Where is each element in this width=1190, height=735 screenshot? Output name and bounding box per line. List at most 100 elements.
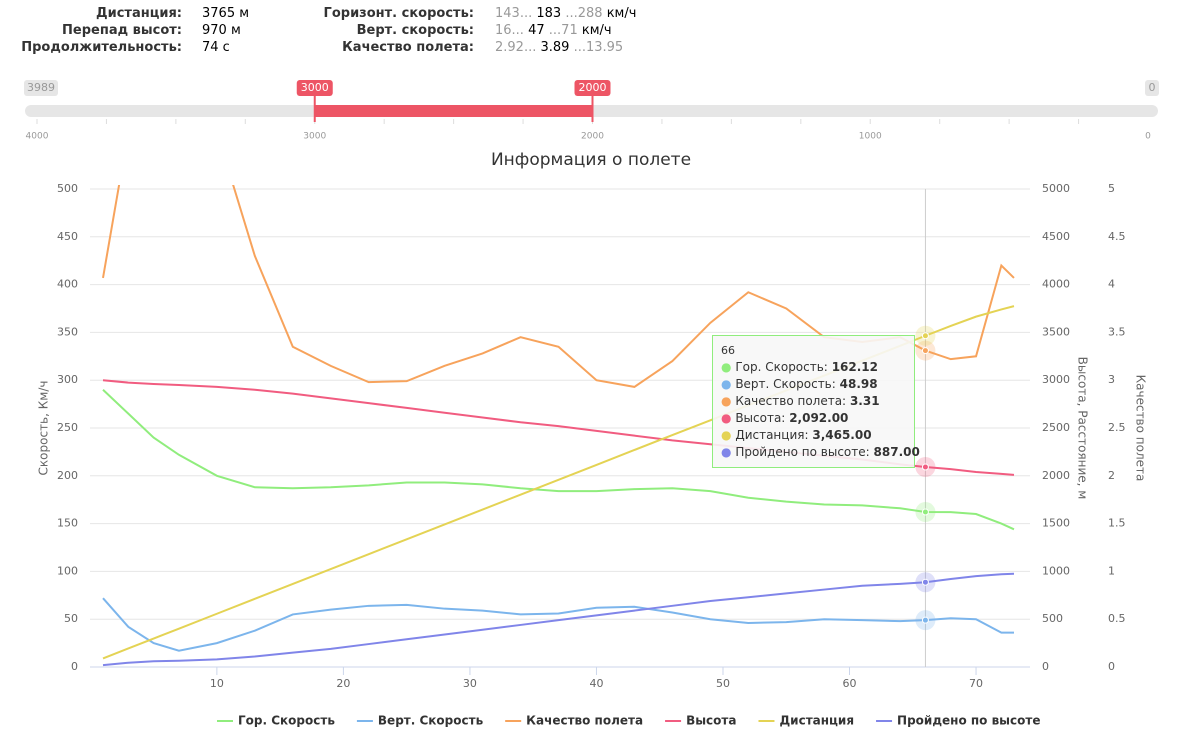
x-tick-label: 10 — [210, 677, 224, 690]
y-tick-label: 450 — [57, 230, 78, 243]
y3-tick-label: 3 — [1108, 373, 1115, 386]
y3-tick-label: 0.5 — [1108, 612, 1126, 625]
y3-tick-label: 2 — [1108, 469, 1115, 482]
legend-label[interactable]: Гор. Скорость — [238, 714, 335, 728]
slider-tick-label: 2000 — [581, 132, 604, 142]
hover-point — [921, 616, 929, 624]
slider-min-label: 3989 — [27, 81, 55, 94]
stat-value: 74 с — [202, 40, 230, 55]
y-tick-label: 200 — [57, 469, 78, 482]
tooltip-dot: ● — [721, 377, 732, 391]
y2-tick-label: 1000 — [1042, 564, 1070, 577]
x-tick-label: 20 — [336, 677, 350, 690]
hover-point — [921, 332, 929, 340]
stat-label: Горизонт. скорость: — [323, 6, 474, 21]
y3-tick-label: 1.5 — [1108, 517, 1126, 530]
y2-tick-label: 3500 — [1042, 325, 1070, 338]
tooltip-value: 3.31 — [849, 394, 880, 408]
stat-value: 970 м — [202, 23, 241, 38]
tooltip-label: Пройдено по высоте: — [735, 445, 870, 459]
stat-range: 2.92... 3.89 ...13.95 — [495, 40, 623, 55]
slider-max-label: 0 — [1149, 81, 1156, 94]
y2-tick-label: 0 — [1042, 660, 1049, 673]
slider-tick-label: 3000 — [303, 132, 326, 142]
tooltip-dot: ● — [721, 411, 732, 425]
slider-tick-label: 4000 — [26, 132, 49, 142]
tooltip-value: 162.12 — [831, 360, 878, 374]
tooltip-row: ● Качество полета: 3.31 — [721, 393, 906, 410]
x-tick-label: 40 — [589, 677, 603, 690]
y3-tick-label: 4.5 — [1108, 230, 1126, 243]
y3-tick-label: 4 — [1108, 278, 1115, 291]
tooltip-value: 887.00 — [873, 445, 920, 459]
series-line — [102, 597, 1014, 652]
y2-tick-label: 4500 — [1042, 230, 1070, 243]
hover-point — [921, 347, 929, 355]
tooltip-dot: ● — [721, 394, 732, 408]
y-tick-label: 250 — [57, 421, 78, 434]
slider-handle-label-bg — [574, 80, 611, 96]
y3-tick-label: 3.5 — [1108, 325, 1126, 338]
stat-max: ...13.95 — [573, 40, 624, 55]
stat-max: ...288 — [565, 6, 603, 21]
stat-min: 2.92... — [495, 40, 537, 55]
y2-tick-label: 5000 — [1042, 182, 1070, 195]
tooltip-value: 3,465.00 — [812, 428, 872, 442]
stat-value: 3765 м — [202, 6, 250, 21]
stat-min: 16... — [495, 23, 524, 38]
legend-label[interactable]: Качество полета — [526, 714, 643, 728]
tooltip-label: Дистанция: — [735, 428, 809, 442]
tooltip-label: Качество полета: — [735, 394, 847, 408]
y-tick-label: 350 — [57, 325, 78, 338]
slider-tick-label: 0 — [1145, 132, 1151, 142]
stat-label: Верт. скорость: — [356, 23, 474, 38]
tooltip-dot: ● — [721, 445, 732, 459]
stat-range: 16... 47 ...71 км/ч — [495, 23, 612, 38]
y-tick-label: 100 — [57, 564, 78, 577]
stat-value: 3.89 — [540, 40, 570, 55]
stat-range: 143... 183 ...288 км/ч — [495, 6, 636, 21]
y2-tick-label: 4000 — [1042, 278, 1070, 291]
slider-handle-label: 2000 — [579, 81, 607, 94]
stat-max: ...71 — [548, 23, 578, 38]
hover-point — [921, 508, 929, 516]
y-tick-label: 400 — [57, 278, 78, 291]
stat-label: Перепад высот: — [62, 23, 182, 38]
y2-tick-label: 500 — [1042, 612, 1063, 625]
y3-axis-title: Качество полета — [1134, 375, 1148, 482]
y2-axis-title: Высота, Расстояние, м — [1076, 357, 1090, 500]
tooltip-label: Верт. Скорость: — [735, 377, 836, 391]
stat-label: Продолжительность: — [21, 40, 182, 55]
tooltip-row: ● Дистанция: 3,465.00 — [721, 427, 906, 444]
x-tick-label: 70 — [969, 677, 983, 690]
tooltip-value: 2,092.00 — [789, 411, 849, 425]
tooltip-row: ● Верт. Скорость: 48.98 — [721, 376, 906, 393]
tooltip: 66 ● Гор. Скорость: 162.12 ● Верт. Скорост… — [712, 335, 920, 468]
y2-tick-label: 1500 — [1042, 517, 1070, 530]
tooltip-row: ● Гор. Скорость: 162.12 — [721, 359, 906, 376]
stat-unit: км/ч — [606, 6, 637, 21]
legend-label[interactable]: Верт. Скорость — [378, 714, 484, 728]
y-tick-label: 500 — [57, 182, 78, 195]
legend-label[interactable]: Высота — [686, 714, 736, 728]
y2-tick-label: 2500 — [1042, 421, 1070, 434]
stat-value: 183 — [536, 6, 562, 21]
y3-tick-label: 5 — [1108, 182, 1115, 195]
tooltip-title: 66 — [721, 344, 735, 357]
legend-label[interactable]: Дистанция — [779, 714, 854, 728]
y-tick-label: 150 — [57, 517, 78, 530]
legend-label[interactable]: Пройдено по высоте — [897, 714, 1040, 728]
series-line — [102, 389, 1015, 531]
slider-handle-label-bg — [296, 80, 333, 96]
series-line — [102, 572, 1015, 667]
slider-min-bg — [24, 80, 58, 96]
hover-point — [921, 578, 929, 586]
slider-range — [314, 105, 593, 117]
stat-unit: км/ч — [581, 23, 612, 38]
y-tick-label: 0 — [71, 660, 78, 673]
chart-title: Информация о полете — [491, 150, 691, 170]
y-tick-label: 300 — [57, 373, 78, 386]
x-tick-label: 30 — [463, 677, 477, 690]
slider-handle-label: 3000 — [301, 81, 329, 94]
